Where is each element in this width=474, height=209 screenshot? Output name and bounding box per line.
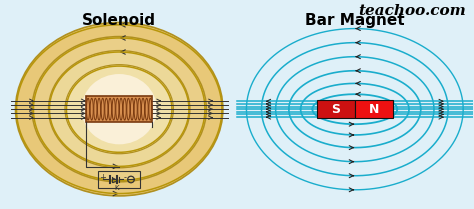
Text: +: + (100, 173, 106, 182)
Bar (317, 100, 355, 118)
Bar (98, 171, 140, 188)
Ellipse shape (82, 74, 157, 144)
Bar (355, 100, 392, 118)
Text: K: K (115, 185, 119, 191)
Ellipse shape (48, 51, 190, 168)
Text: teachoo.com: teachoo.com (358, 4, 465, 18)
Ellipse shape (65, 65, 173, 154)
Ellipse shape (16, 23, 223, 196)
Bar (86, 96, 152, 122)
Bar (86, 96, 152, 122)
Text: Bar Magnet: Bar Magnet (305, 13, 405, 28)
Text: S: S (331, 103, 340, 116)
Text: -: - (124, 173, 127, 182)
Text: Solenoid: Solenoid (82, 13, 156, 28)
Text: N: N (368, 103, 379, 116)
Ellipse shape (32, 37, 206, 182)
